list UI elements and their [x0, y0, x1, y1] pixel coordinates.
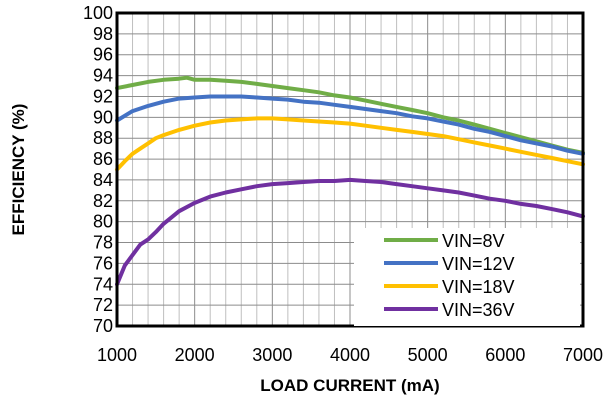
y-tick-label: 92 [93, 86, 113, 106]
y-axis-title: EFFICIENCY (%) [9, 104, 28, 236]
y-tick-label: 72 [93, 295, 113, 315]
x-tick-label: 7000 [563, 345, 603, 365]
y-tick-label: 98 [93, 24, 113, 44]
y-tick-label: 94 [93, 66, 113, 86]
x-axis-title: LOAD CURRENT (mA) [260, 376, 439, 395]
x-tick-label: 4000 [330, 345, 370, 365]
series-line-3 [115, 116, 585, 172]
y-tick-label: 88 [93, 128, 113, 148]
x-tick-label: 1000 [97, 345, 137, 365]
legend-label-3: VIN=18V [442, 277, 515, 297]
y-tick-label: 76 [93, 253, 113, 273]
legend-label-2: VIN=12V [442, 254, 515, 274]
plot-area-border [115, 11, 585, 328]
x-tick-label: 5000 [408, 345, 448, 365]
y-tick-label: 78 [93, 233, 113, 253]
x-axis-tick-labels: 1000 2000 3000 4000 5000 6000 7000 [97, 345, 603, 365]
legend: VIN=8V VIN=12V VIN=18V VIN=36V [354, 228, 580, 326]
y-tick-label: 100 [83, 3, 113, 23]
series-line-2 [115, 94, 585, 156]
legend-label-1: VIN=8V [442, 231, 505, 251]
series-lines [115, 75, 585, 287]
x-tick-label: 3000 [252, 345, 292, 365]
y-tick-label: 84 [93, 170, 113, 190]
y-tick-label: 86 [93, 149, 113, 169]
series-line-1 [115, 75, 585, 155]
y-tick-label: 80 [93, 212, 113, 232]
y-tick-label: 82 [93, 191, 113, 211]
y-tick-label: 74 [93, 274, 113, 294]
y-tick-label: 90 [93, 107, 113, 127]
y-tick-label: 96 [93, 45, 113, 65]
series-line-4 [115, 177, 585, 287]
x-tick-label: 2000 [175, 345, 215, 365]
y-tick-label: 70 [93, 316, 113, 336]
x-tick-label: 6000 [485, 345, 525, 365]
legend-label-4: VIN=36V [442, 300, 515, 320]
